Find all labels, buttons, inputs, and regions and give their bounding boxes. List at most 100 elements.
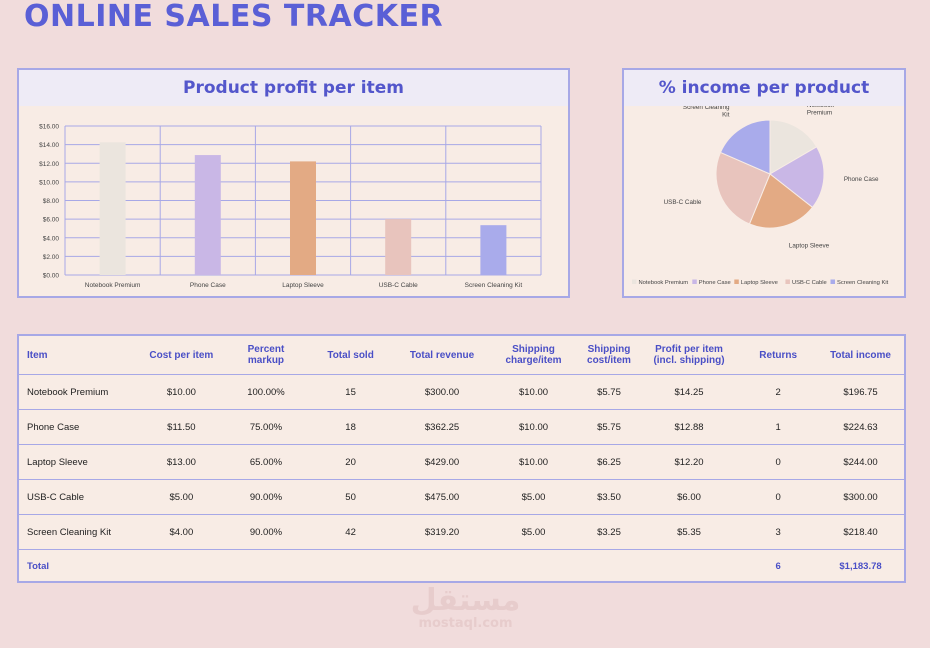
- pie-chart-title: % income per product: [624, 70, 904, 106]
- bar: [385, 219, 412, 275]
- table-row: USB-C Cable $5.00 90.00% 50 $475.00 $5.00 $3.5…: [19, 479, 904, 515]
- y-tick-label: $4.00: [43, 235, 60, 242]
- pie-slice-label: Laptop Sleeve: [789, 243, 830, 250]
- cell-returns: 0: [739, 479, 818, 515]
- total-empty-cell: [487, 549, 580, 582]
- total-empty-cell: [638, 549, 740, 582]
- cell-cost: $4.00: [135, 514, 228, 550]
- total-empty-cell: [396, 549, 488, 582]
- legend-swatch: [692, 279, 697, 284]
- table-row: Phone Case $11.50 75.00% 18 $362.25 $10.00 $5.…: [19, 409, 904, 445]
- bar-chart: $0.00 $2.00 $4.00 $6.00 $8.00 $10.00 $12.00 $14…: [39, 124, 542, 289]
- legend-label: Laptop Sleeve: [741, 280, 778, 286]
- col-header-cost: Cost per item: [135, 336, 228, 375]
- pie-slice-label: Screen Cleaning Kit: [683, 106, 730, 119]
- y-tick-label: $0.00: [43, 273, 60, 280]
- pie-slice-label: USB-C Cable: [664, 199, 702, 206]
- y-tick-label: $16.00: [39, 124, 59, 131]
- cell-shipping-charge: $10.00: [487, 374, 580, 410]
- col-header-shipping-cost: Shipping cost/item: [579, 336, 639, 375]
- cell-markup: 90.00%: [227, 479, 305, 515]
- bar: [480, 225, 507, 275]
- x-tick-label: Screen Cleaning Kit: [465, 282, 523, 289]
- bar: [194, 155, 221, 275]
- cell-cost: $13.00: [135, 444, 228, 480]
- legend-swatch: [830, 279, 835, 284]
- cell-returns: 2: [739, 374, 818, 410]
- col-header-income: Total income: [817, 336, 904, 375]
- cell-cost: $10.00: [135, 374, 228, 410]
- cell-sold: 15: [304, 374, 397, 410]
- cell-shipping-charge: $5.00: [487, 514, 580, 550]
- cell-sold: 18: [304, 409, 397, 445]
- cell-markup: 90.00%: [227, 514, 305, 550]
- cell-item: Phone Case: [19, 409, 136, 445]
- cell-cost: $11.50: [135, 409, 228, 445]
- cell-returns: 3: [739, 514, 818, 550]
- bar-chart-title: Product profit per item: [19, 70, 568, 106]
- y-tick-label: $2.00: [43, 254, 60, 261]
- total-label: Total: [19, 549, 136, 582]
- table-header-row: Item Cost per item Percent markup Total …: [19, 336, 904, 375]
- cell-revenue: $475.00: [396, 479, 488, 515]
- y-tick-label: $8.00: [43, 198, 60, 205]
- cell-shipping-charge: $10.00: [487, 444, 580, 480]
- cell-sold: 50: [304, 479, 397, 515]
- total-empty-cell: [579, 549, 639, 582]
- cell-revenue: $300.00: [396, 374, 488, 410]
- cell-profit: $12.88: [638, 409, 740, 445]
- sales-table-panel: Item Cost per item Percent markup Total …: [17, 334, 906, 583]
- table-row: Screen Cleaning Kit $4.00 90.00% 42 $319.20 $…: [19, 514, 904, 550]
- cell-item: USB-C Cable: [19, 479, 136, 515]
- bar: [99, 142, 126, 275]
- cell-sold: 42: [304, 514, 397, 550]
- total-empty-cell: [135, 549, 228, 582]
- legend-swatch: [632, 279, 637, 284]
- cell-shipping-charge: $10.00: [487, 409, 580, 445]
- pie-slice-label: Phone Case: [844, 176, 879, 183]
- cell-profit: $12.20: [638, 444, 740, 480]
- cell-income: $244.00: [817, 444, 904, 480]
- cell-shipping-cost: $5.75: [579, 409, 639, 445]
- cell-income: $218.40: [817, 514, 904, 550]
- legend-label: USB-C Cable: [792, 280, 827, 286]
- cell-cost: $5.00: [135, 479, 228, 515]
- x-tick-label: USB-C Cable: [379, 282, 418, 289]
- y-tick-label: $12.00: [39, 161, 59, 168]
- total-empty-cell: [227, 549, 305, 582]
- pie-slice: [719, 119, 771, 175]
- cell-item: Screen Cleaning Kit: [19, 514, 136, 550]
- cell-item: Laptop Sleeve: [19, 444, 136, 480]
- legend-label: Phone Case: [699, 280, 731, 286]
- cell-shipping-cost: $3.50: [579, 479, 639, 515]
- col-header-item: Item: [19, 336, 136, 375]
- col-header-revenue: Total revenue: [396, 336, 488, 375]
- col-header-profit: Profit per item (incl. shipping): [638, 336, 740, 375]
- legend-swatch: [734, 279, 739, 284]
- cell-revenue: $319.20: [396, 514, 488, 550]
- cell-income: $196.75: [817, 374, 904, 410]
- y-tick-label: $6.00: [43, 217, 60, 224]
- cell-markup: 65.00%: [227, 444, 305, 480]
- cell-revenue: $429.00: [396, 444, 488, 480]
- pie-slice: [715, 151, 771, 225]
- cell-returns: 0: [739, 444, 818, 480]
- x-tick-label: Notebook Premium: [85, 282, 141, 289]
- cell-shipping-cost: $3.25: [579, 514, 639, 550]
- legend-label: Notebook Premium: [639, 280, 689, 286]
- watermark-latin: mostaql.com: [418, 616, 513, 631]
- bar-chart-panel: Product profit per item $0.00 $2.00 $4.00 $…: [17, 68, 570, 298]
- y-tick-label: $14.00: [39, 142, 59, 149]
- pie-slice: [769, 119, 818, 175]
- x-tick-label: Laptop Sleeve: [282, 282, 324, 289]
- cell-shipping-cost: $5.75: [579, 374, 639, 410]
- legend-label: Screen Cleaning Kit: [837, 280, 889, 286]
- total-returns: 6: [739, 549, 818, 582]
- table-row: Laptop Sleeve $13.00 65.00% 20 $429.00 $10.00…: [19, 444, 904, 480]
- page-title: ONLINE SALES TRACKER: [24, 0, 444, 34]
- y-tick-label: $10.00: [39, 179, 59, 186]
- cell-item: Notebook Premium: [19, 374, 136, 410]
